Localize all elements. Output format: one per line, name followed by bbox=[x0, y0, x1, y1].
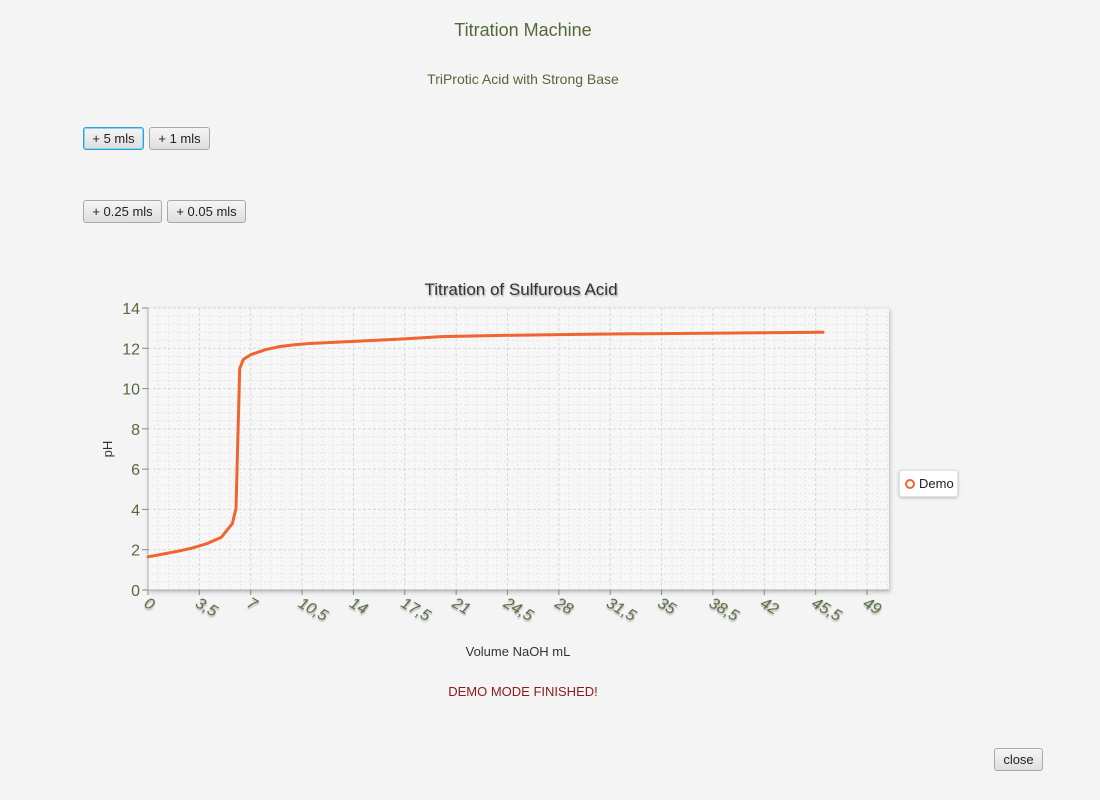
x-tick-label: 42 bbox=[757, 595, 781, 619]
page-title: Titration Machine bbox=[454, 20, 592, 40]
x-tick-label: 3,5 bbox=[192, 595, 220, 621]
y-tick-label: 8 bbox=[131, 422, 140, 439]
page-subtitle: TriProtic Acid with Strong Base bbox=[427, 71, 619, 87]
x-tick-label: 17,5 bbox=[398, 595, 434, 625]
y-tick-label: 12 bbox=[122, 341, 140, 358]
close-button[interactable]: close bbox=[994, 748, 1043, 771]
status-message: DEMO MODE FINISHED! bbox=[448, 684, 598, 699]
chart-legend: Demo bbox=[899, 470, 958, 497]
x-axis: 0 3,5 7 10,5 14 17,5 21 24,5 28 31,5 35 38,5 42 45,5 4… bbox=[141, 589, 889, 625]
x-tick-label: 28 bbox=[551, 594, 576, 618]
y-tick-label: 4 bbox=[131, 502, 140, 519]
y-tick-label: 10 bbox=[122, 382, 140, 399]
y-axis: 0 2 4 6 8 10 12 14 bbox=[122, 301, 149, 600]
x-tick-label: 7 bbox=[244, 595, 261, 615]
add-1-mls-button[interactable]: + 1 mls bbox=[149, 127, 210, 150]
add-0-25-mls-button[interactable]: + 0.25 mls bbox=[83, 200, 162, 223]
x-tick-label: 38,5 bbox=[706, 595, 742, 625]
x-tick-label: 35 bbox=[655, 595, 679, 619]
x-tick-label: 31,5 bbox=[603, 595, 639, 625]
series-group bbox=[146, 330, 825, 559]
x-tick-label: 21 bbox=[448, 594, 473, 618]
y-tick-label: 0 bbox=[131, 583, 140, 600]
x-tick-label: 45,5 bbox=[809, 595, 845, 625]
x-tick-label: 49 bbox=[860, 595, 884, 619]
series-line bbox=[146, 330, 825, 559]
minor-grid bbox=[148, 308, 889, 590]
chart-title: Titration of Sulfurous Acid bbox=[424, 280, 617, 299]
legend-symbol-icon bbox=[905, 478, 915, 489]
y-tick-label: 14 bbox=[122, 301, 140, 318]
add-5-mls-button[interactable]: + 5 mls bbox=[83, 127, 144, 150]
x-tick-label: 0 bbox=[141, 595, 157, 614]
y-axis-label: pH bbox=[100, 441, 115, 458]
legend-label: Demo bbox=[919, 476, 954, 491]
x-tick-label: 14 bbox=[346, 595, 370, 619]
x-tick-label: 24,5 bbox=[500, 594, 536, 625]
y-tick-label: 2 bbox=[131, 543, 140, 560]
add-0-05-mls-button[interactable]: + 0.05 mls bbox=[167, 200, 246, 223]
y-tick-label: 6 bbox=[131, 462, 140, 479]
x-tick-label: 10,5 bbox=[295, 595, 331, 625]
x-axis-label: Volume NaOH mL bbox=[466, 644, 571, 659]
